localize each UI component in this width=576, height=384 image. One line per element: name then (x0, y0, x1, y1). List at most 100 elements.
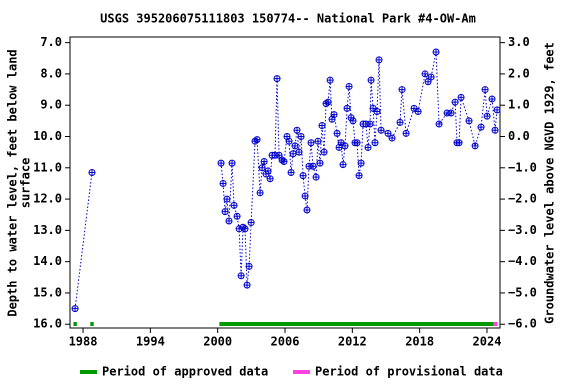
data-point (71, 305, 79, 313)
marker-cross (492, 127, 499, 134)
marker-cross (365, 144, 372, 151)
marker-cross (242, 225, 249, 232)
y-tick-label: 16.0 (33, 317, 62, 331)
x-tick-label: 1988 (69, 335, 98, 349)
data-point (221, 208, 229, 216)
marker-cross (374, 108, 381, 115)
marker-cross (308, 139, 315, 146)
marker-cross (484, 113, 491, 120)
data-point (320, 148, 328, 156)
marker-cross (458, 94, 465, 101)
y2-tick-label: −1.0 (508, 160, 537, 174)
marker-cross (425, 78, 432, 85)
data-point (357, 159, 365, 167)
marker-cross (494, 106, 501, 113)
data-point (303, 206, 311, 214)
marker-cross (298, 133, 305, 140)
marker-cross (403, 130, 410, 137)
marker-cross (367, 120, 374, 127)
data-point (435, 120, 443, 128)
marker-cross (422, 70, 429, 77)
marker-cross (294, 127, 301, 134)
marker-cross (254, 136, 261, 143)
data-point (312, 173, 320, 181)
marker-cross (358, 160, 365, 167)
y2-tick-label: 1.0 (508, 98, 530, 112)
data-point (493, 106, 501, 114)
marker-cross (436, 120, 443, 127)
data-point (241, 225, 249, 233)
data-point (471, 142, 479, 150)
data-point (289, 150, 297, 158)
marker-cross (397, 119, 404, 126)
y-tick-label: 9.0 (40, 98, 62, 112)
data-point (483, 112, 491, 120)
marker-cross (399, 86, 406, 93)
y-tick-label: 7.0 (40, 35, 62, 49)
data-point (402, 129, 410, 137)
data-point (309, 162, 317, 170)
x-tick-label: 2006 (271, 335, 300, 349)
marker-cross (385, 130, 392, 137)
data-point (373, 107, 381, 115)
y-tick-label: 10.0 (33, 129, 62, 143)
plot-frame (69, 36, 501, 329)
data-point (326, 76, 334, 84)
data-point (343, 104, 351, 112)
marker-cross (226, 217, 233, 224)
data-point (287, 168, 295, 176)
marker-cross (370, 105, 377, 112)
data-point (228, 159, 236, 167)
y-tick-label: 12.0 (33, 192, 62, 206)
marker-cross (325, 99, 332, 106)
marker-cross (489, 95, 496, 102)
data-point (247, 219, 255, 227)
marker-cross (482, 86, 489, 93)
data-point (233, 212, 241, 220)
data-point (293, 126, 301, 134)
marker-cross (88, 169, 95, 176)
marker-cross (376, 56, 383, 63)
data-point (299, 172, 307, 180)
marker-cross (288, 169, 295, 176)
marker-cross (296, 149, 303, 156)
period-bar (90, 322, 94, 326)
data-point (264, 167, 272, 175)
data-line (74, 51, 498, 309)
marker-cross (354, 139, 361, 146)
marker-cross (331, 111, 338, 118)
x-tick-label: 2018 (405, 335, 434, 349)
marker-cross (265, 167, 272, 174)
data-point (481, 86, 489, 94)
marker-cross (321, 149, 328, 156)
marker-cross (286, 138, 293, 145)
data-point (341, 142, 349, 150)
y2-axis-label: Groundwater level above NGVD 1929, feet (543, 42, 557, 324)
marker-cross (222, 208, 229, 215)
marker-cross (317, 160, 324, 167)
marker-cross (356, 172, 363, 179)
data-point (371, 139, 379, 147)
marker-cross (234, 213, 241, 220)
data-point (432, 48, 440, 56)
data-point (366, 120, 374, 128)
marker-cross (368, 77, 375, 84)
marker-cross (314, 138, 321, 145)
data-point (260, 158, 268, 166)
marker-cross (448, 110, 455, 117)
data-point (375, 56, 383, 64)
marker-cross (238, 272, 245, 279)
data-point (237, 272, 245, 280)
y-tick-label: 8.0 (40, 66, 62, 80)
data-point (316, 159, 324, 167)
data-point (427, 73, 435, 81)
data-point (88, 168, 96, 176)
marker-cross (478, 124, 485, 131)
marker-cross (433, 49, 440, 56)
data-point (291, 142, 299, 150)
data-point (314, 137, 322, 145)
marker-cross (472, 142, 479, 149)
marker-cross (371, 139, 378, 146)
period-bar (493, 322, 498, 326)
